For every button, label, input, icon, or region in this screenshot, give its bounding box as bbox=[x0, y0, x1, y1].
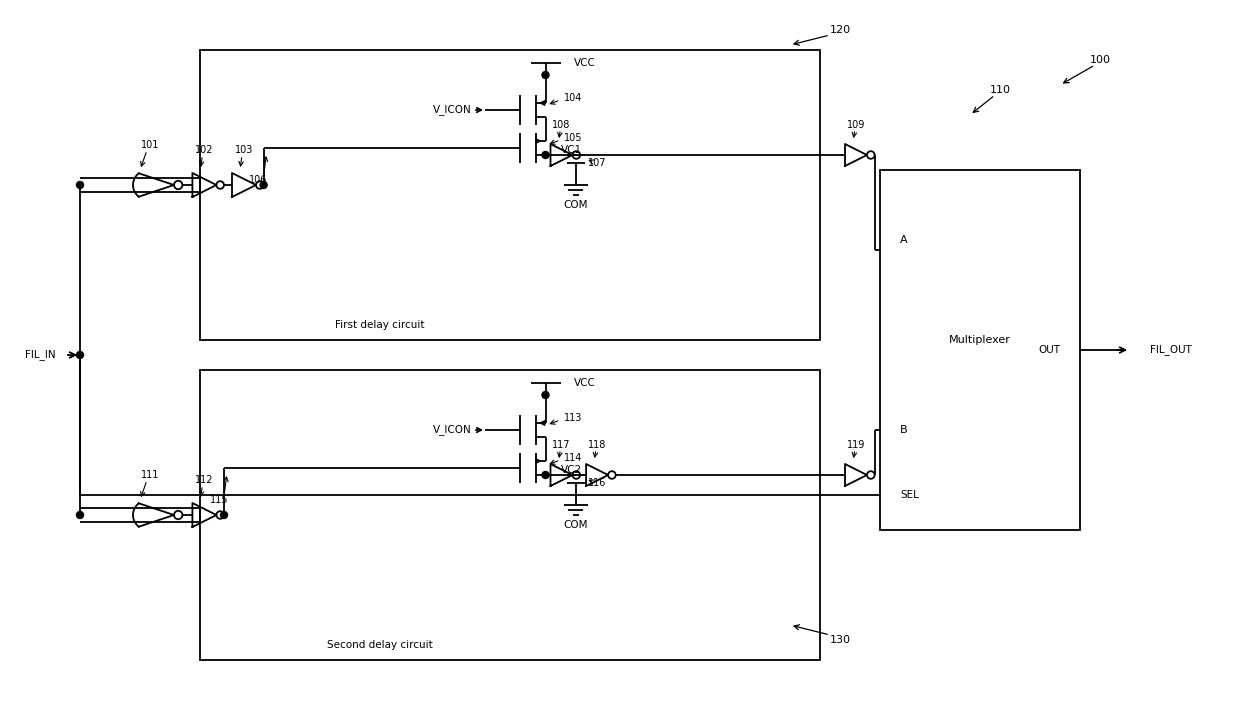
Text: Multiplexer: Multiplexer bbox=[949, 335, 1011, 345]
Text: 116: 116 bbox=[588, 478, 606, 488]
Circle shape bbox=[77, 511, 83, 518]
Text: A: A bbox=[900, 235, 908, 245]
Circle shape bbox=[542, 472, 549, 479]
Text: 106: 106 bbox=[249, 175, 268, 185]
Text: 102: 102 bbox=[195, 145, 213, 155]
Text: 113: 113 bbox=[563, 413, 582, 423]
Text: 114: 114 bbox=[563, 453, 582, 463]
Circle shape bbox=[542, 392, 549, 398]
Text: 111: 111 bbox=[141, 470, 159, 480]
Text: 105: 105 bbox=[563, 133, 582, 143]
Text: 109: 109 bbox=[847, 120, 866, 130]
Circle shape bbox=[77, 181, 83, 189]
Text: B: B bbox=[900, 425, 908, 435]
Bar bbox=[200, 370, 820, 660]
Text: FIL_OUT: FIL_OUT bbox=[1149, 345, 1192, 356]
Text: 118: 118 bbox=[588, 440, 606, 450]
Text: 104: 104 bbox=[563, 93, 582, 103]
Text: FIL_IN: FIL_IN bbox=[25, 349, 56, 361]
Circle shape bbox=[77, 351, 83, 359]
Text: COM: COM bbox=[563, 200, 588, 210]
Text: 103: 103 bbox=[234, 145, 253, 155]
Text: OUT: OUT bbox=[1038, 345, 1060, 355]
Text: 110: 110 bbox=[990, 85, 1011, 95]
Text: 107: 107 bbox=[588, 158, 606, 168]
Bar bbox=[200, 50, 820, 340]
Text: Second delay circuit: Second delay circuit bbox=[327, 640, 433, 650]
Text: 130: 130 bbox=[830, 635, 851, 645]
Bar bbox=[880, 170, 1080, 530]
Text: COM: COM bbox=[563, 520, 588, 530]
Text: V_ICON: V_ICON bbox=[433, 425, 471, 436]
Text: 119: 119 bbox=[847, 440, 866, 450]
Text: 108: 108 bbox=[552, 120, 570, 130]
Text: 115: 115 bbox=[210, 495, 228, 505]
Text: VCC: VCC bbox=[573, 58, 595, 68]
Text: 100: 100 bbox=[1090, 55, 1111, 65]
Text: V_ICON: V_ICON bbox=[433, 104, 471, 115]
Text: 117: 117 bbox=[552, 440, 570, 450]
Text: SEL: SEL bbox=[900, 490, 919, 500]
Text: First delay circuit: First delay circuit bbox=[335, 320, 425, 330]
Text: 112: 112 bbox=[195, 475, 213, 485]
Circle shape bbox=[542, 151, 549, 158]
Circle shape bbox=[542, 71, 549, 78]
Text: 101: 101 bbox=[141, 140, 159, 150]
Text: VC1: VC1 bbox=[560, 145, 582, 155]
Circle shape bbox=[221, 511, 227, 518]
Text: VCC: VCC bbox=[573, 378, 595, 388]
Text: 120: 120 bbox=[830, 25, 851, 35]
Text: VC2: VC2 bbox=[560, 465, 582, 475]
Circle shape bbox=[260, 181, 267, 189]
